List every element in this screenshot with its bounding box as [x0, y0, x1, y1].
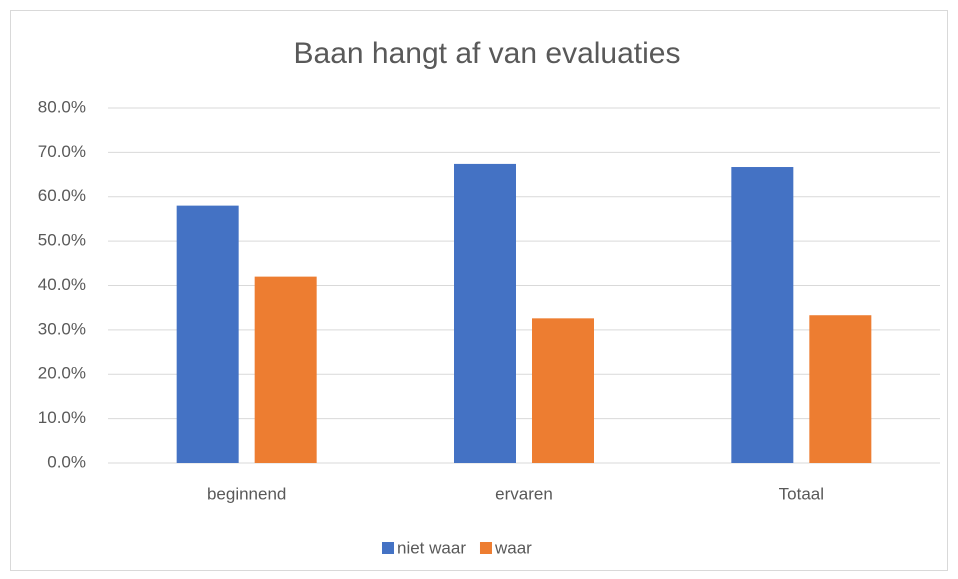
- y-tick-label: 0.0%: [47, 452, 86, 471]
- y-tick-label: 20.0%: [38, 364, 86, 383]
- x-tick-label: Totaal: [779, 484, 824, 503]
- bar: [254, 276, 317, 463]
- y-tick-label: 60.0%: [38, 186, 86, 205]
- y-tick-label: 50.0%: [38, 231, 86, 250]
- y-tick-label: 10.0%: [38, 408, 86, 427]
- y-tick-label: 40.0%: [38, 275, 86, 294]
- bar: [809, 315, 872, 463]
- x-tick-label: beginnend: [207, 484, 286, 503]
- x-tick-label: ervaren: [495, 484, 553, 503]
- y-tick-label: 70.0%: [38, 142, 86, 161]
- bar: [454, 163, 516, 463]
- bar: [532, 318, 594, 463]
- legend-label: niet waar: [397, 538, 466, 557]
- legend-label: waar: [494, 538, 532, 557]
- legend-swatch: [479, 542, 492, 554]
- bar: [731, 167, 794, 464]
- y-tick-label: 80.0%: [38, 97, 86, 116]
- bar: [176, 205, 239, 463]
- legend-swatch: [382, 542, 394, 554]
- chart-title: Baan hangt af van evaluaties: [294, 37, 681, 70]
- y-tick-label: 30.0%: [38, 319, 86, 338]
